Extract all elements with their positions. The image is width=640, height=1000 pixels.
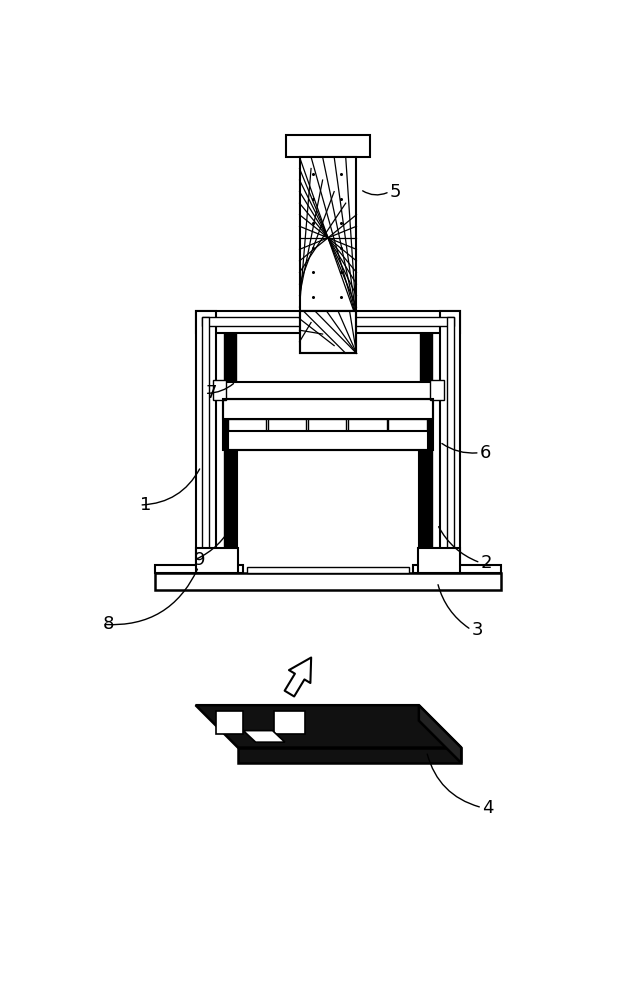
Bar bbox=[418, 548, 460, 573]
Bar bbox=[413, 565, 501, 573]
Bar bbox=[202, 317, 209, 565]
Bar bbox=[223, 399, 433, 419]
Bar bbox=[308, 419, 346, 431]
FancyArrowPatch shape bbox=[285, 658, 311, 696]
Bar bbox=[300, 311, 356, 353]
Polygon shape bbox=[196, 705, 461, 748]
Polygon shape bbox=[238, 748, 461, 763]
Bar bbox=[440, 311, 460, 565]
Bar bbox=[420, 333, 432, 560]
Polygon shape bbox=[243, 731, 285, 742]
Text: 9: 9 bbox=[194, 551, 205, 569]
Bar bbox=[300, 311, 356, 353]
Bar bbox=[219, 382, 437, 399]
Bar bbox=[247, 567, 409, 573]
Bar bbox=[212, 380, 227, 400]
Bar bbox=[196, 311, 460, 333]
Bar bbox=[228, 431, 428, 450]
Text: 7: 7 bbox=[205, 384, 217, 402]
Text: 6: 6 bbox=[480, 444, 492, 462]
Bar bbox=[223, 399, 433, 450]
Text: 3: 3 bbox=[472, 621, 483, 639]
Bar bbox=[202, 317, 454, 326]
Bar bbox=[155, 565, 243, 573]
Bar bbox=[196, 548, 238, 573]
Bar bbox=[388, 419, 426, 431]
Polygon shape bbox=[419, 705, 461, 763]
Bar bbox=[196, 311, 216, 565]
Polygon shape bbox=[216, 711, 243, 734]
Bar bbox=[447, 317, 454, 565]
Bar bbox=[285, 135, 371, 157]
Bar bbox=[300, 157, 356, 319]
Bar bbox=[348, 419, 387, 431]
Text: 1: 1 bbox=[140, 496, 151, 514]
Text: 2: 2 bbox=[481, 554, 492, 572]
Text: 5: 5 bbox=[390, 183, 401, 201]
Bar bbox=[268, 419, 307, 431]
Bar bbox=[155, 573, 501, 590]
Polygon shape bbox=[274, 711, 305, 734]
Bar bbox=[228, 419, 266, 431]
Text: 4: 4 bbox=[483, 799, 494, 817]
Text: 8: 8 bbox=[103, 615, 114, 633]
Bar bbox=[429, 380, 444, 400]
Bar bbox=[224, 333, 236, 560]
